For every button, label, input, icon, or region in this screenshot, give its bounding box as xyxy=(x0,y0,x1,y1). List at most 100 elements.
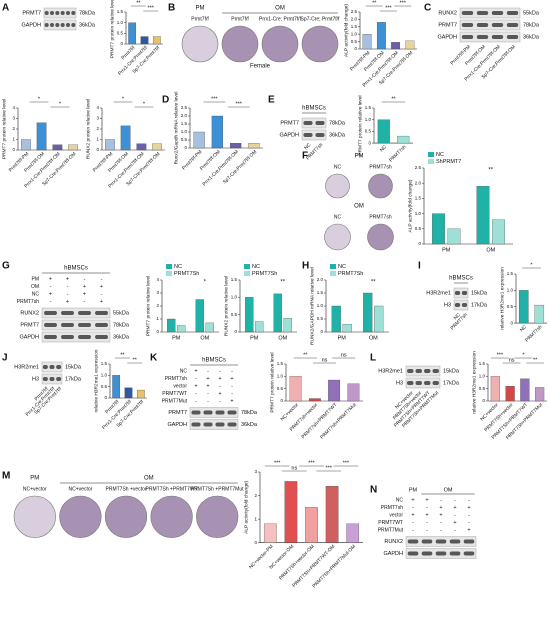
dish-header: PM xyxy=(355,154,364,160)
significance: ns xyxy=(509,357,515,363)
bar xyxy=(535,387,545,402)
y-tick-label: 0 xyxy=(510,320,513,325)
band-label: H3R2me1 xyxy=(14,364,39,370)
blot-band xyxy=(461,291,468,295)
bar xyxy=(342,324,352,333)
treatment-mark: + xyxy=(83,284,86,290)
bar xyxy=(229,143,242,149)
bar xyxy=(347,383,360,402)
treatment-mark: - xyxy=(231,391,233,397)
band-label: GAPDH xyxy=(383,551,403,557)
treatment-mark: - xyxy=(67,291,69,297)
dish-header: OM xyxy=(275,6,285,12)
blot-strip xyxy=(189,419,239,430)
y-tick-label: 0 xyxy=(320,329,323,334)
y-tick-label: 0 xyxy=(368,140,371,145)
blot-band xyxy=(461,23,474,27)
culture-dish xyxy=(221,25,259,63)
treatment-mark: - xyxy=(207,398,209,404)
treatment-mark: + xyxy=(467,505,470,511)
treatment-mark: + xyxy=(194,383,197,389)
blot-band xyxy=(49,377,55,381)
blot-title: hBMSCs xyxy=(64,266,88,272)
blot-band xyxy=(49,11,55,15)
band-label: H3 xyxy=(32,376,39,382)
treatment-mark: + xyxy=(194,368,197,374)
panel-letter: I xyxy=(418,261,421,272)
treatment-mark: - xyxy=(50,284,52,290)
blot-header: PM xyxy=(409,487,418,493)
legend-swatch xyxy=(330,271,336,276)
culture-dish xyxy=(367,223,394,251)
significance: * xyxy=(143,101,146,107)
treatment-label: PRMT7sh xyxy=(17,299,39,305)
blot-band xyxy=(315,133,325,137)
blot-band xyxy=(65,11,71,15)
treatment-mark: + xyxy=(411,497,414,503)
blot-strip xyxy=(459,31,521,43)
significance: ** xyxy=(133,357,138,363)
blot-band xyxy=(454,291,461,295)
band-size: 78kDa xyxy=(523,22,540,28)
culture-dish xyxy=(261,25,299,63)
y-tick-label: 2.5 xyxy=(181,105,188,110)
y-tick-label: 1.0 xyxy=(101,373,108,378)
treatment-mark: - xyxy=(195,376,197,382)
significance: ns xyxy=(291,465,297,471)
culture-dish xyxy=(104,495,148,538)
treatment-label: vector xyxy=(173,383,187,389)
legend-swatch xyxy=(166,271,172,276)
blot-band xyxy=(78,335,91,339)
significance: *** xyxy=(400,0,407,6)
band-size: 36kDa xyxy=(329,132,346,138)
blot-band xyxy=(55,23,60,27)
dish-header: OM xyxy=(354,204,364,210)
blot-band xyxy=(56,377,62,381)
bar xyxy=(492,219,505,245)
blot-strip xyxy=(189,407,239,418)
treatment-mark: - xyxy=(219,368,221,374)
culture-dish xyxy=(150,495,193,538)
panel-letter: L xyxy=(370,353,376,364)
treatment-mark: + xyxy=(453,520,456,526)
bar xyxy=(128,22,137,45)
bar xyxy=(245,297,254,333)
dish-label: Prmt7f/f xyxy=(191,16,209,22)
y-tick-label: 0 xyxy=(482,398,485,403)
treatment-mark: - xyxy=(468,497,470,503)
treatment-mark: - xyxy=(426,520,428,526)
treatment-mark: + xyxy=(218,391,221,397)
legend-swatch xyxy=(330,264,336,269)
band-size: 78kDa xyxy=(241,410,258,416)
band-size: 36kDa xyxy=(113,334,130,340)
blot-band xyxy=(61,323,74,327)
band-size: 78kDa xyxy=(113,322,130,328)
legend-label: NC xyxy=(436,152,444,158)
bar xyxy=(346,523,360,543)
blot-band xyxy=(454,303,461,307)
blot-title: hBMSCs xyxy=(302,106,326,112)
band-size: 36kDa xyxy=(79,22,96,28)
band-size: 15kDa xyxy=(65,364,82,370)
blot-band xyxy=(227,410,237,415)
culture-dish xyxy=(368,173,393,199)
y-tick-label: 1.0 xyxy=(351,31,358,36)
blot-band xyxy=(415,381,422,385)
significance: * xyxy=(122,96,125,102)
significance: ** xyxy=(136,0,141,6)
y-tick-label: 2.0 xyxy=(181,113,188,118)
treatment-mark: + xyxy=(83,291,86,297)
significance: *** xyxy=(274,460,281,466)
y-tick-label: 0.5 xyxy=(231,312,238,317)
blot-band xyxy=(95,311,108,315)
treatment-mark: + xyxy=(66,299,69,305)
y-tick-label: 1.5 xyxy=(317,290,324,295)
blot-band xyxy=(44,323,57,327)
y-axis-label: PRMT7 protein relative level xyxy=(357,95,363,155)
dish-header: PM xyxy=(196,6,205,12)
treatment-mark: - xyxy=(454,527,456,533)
blot-strip xyxy=(405,377,441,389)
blot-band xyxy=(315,121,325,125)
bar xyxy=(112,375,121,399)
bar xyxy=(124,387,133,399)
